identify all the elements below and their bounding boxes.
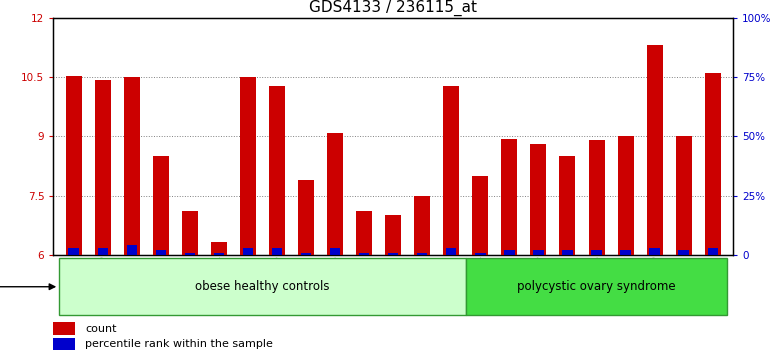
Text: percentile rank within the sample: percentile rank within the sample xyxy=(85,339,273,349)
Bar xyxy=(185,252,195,255)
Bar xyxy=(414,196,430,255)
Bar xyxy=(618,136,633,255)
Text: GSM201849: GSM201849 xyxy=(69,255,78,308)
Bar xyxy=(153,156,169,255)
Text: count: count xyxy=(85,324,117,333)
Bar xyxy=(560,156,575,255)
Bar xyxy=(707,248,718,255)
Text: GSM201850: GSM201850 xyxy=(98,255,107,308)
Bar xyxy=(124,76,140,255)
Bar xyxy=(678,250,689,255)
Bar xyxy=(53,338,75,350)
Text: GSM201862: GSM201862 xyxy=(418,255,426,308)
Bar xyxy=(591,250,601,255)
Bar xyxy=(649,248,660,255)
Bar xyxy=(356,211,372,255)
Text: GSM201870: GSM201870 xyxy=(650,255,659,308)
Text: GSM201854: GSM201854 xyxy=(214,255,223,308)
Bar xyxy=(301,252,311,255)
Text: GSM201858: GSM201858 xyxy=(331,255,339,308)
Text: GSM201865: GSM201865 xyxy=(505,255,514,308)
Bar xyxy=(155,250,166,255)
Bar xyxy=(211,242,227,255)
Text: GSM201864: GSM201864 xyxy=(476,255,485,308)
Bar xyxy=(95,80,111,255)
Bar xyxy=(68,248,79,255)
Text: GSM201866: GSM201866 xyxy=(534,255,543,308)
Bar xyxy=(66,76,82,255)
Bar xyxy=(388,252,398,255)
Bar xyxy=(359,252,369,255)
Text: GSM201857: GSM201857 xyxy=(302,255,310,308)
Bar xyxy=(385,215,401,255)
Text: GSM201869: GSM201869 xyxy=(621,255,630,308)
Bar xyxy=(620,250,631,255)
Bar xyxy=(240,77,256,255)
Bar xyxy=(126,245,137,255)
Bar xyxy=(214,252,224,255)
Bar xyxy=(504,250,514,255)
Bar xyxy=(466,258,728,315)
Text: GSM201872: GSM201872 xyxy=(708,255,717,308)
Bar xyxy=(327,133,343,255)
Text: obese healthy controls: obese healthy controls xyxy=(195,280,330,293)
Bar xyxy=(59,258,466,315)
Text: GSM201852: GSM201852 xyxy=(156,255,165,308)
Bar xyxy=(475,252,485,255)
Bar xyxy=(97,248,108,255)
Bar xyxy=(243,248,253,255)
Text: GSM201863: GSM201863 xyxy=(447,255,456,308)
Bar xyxy=(562,250,572,255)
Text: GSM201853: GSM201853 xyxy=(185,255,194,308)
Text: GSM201855: GSM201855 xyxy=(244,255,252,308)
Title: GDS4133 / 236115_at: GDS4133 / 236115_at xyxy=(309,0,477,16)
Bar xyxy=(647,45,662,255)
Text: GSM201867: GSM201867 xyxy=(563,255,572,308)
Text: GSM201856: GSM201856 xyxy=(273,255,281,308)
Bar xyxy=(502,139,517,255)
Text: GSM201859: GSM201859 xyxy=(360,255,368,308)
Bar xyxy=(705,73,720,255)
Bar xyxy=(417,252,427,255)
Bar xyxy=(53,322,75,335)
Bar xyxy=(272,248,282,255)
Bar xyxy=(676,136,691,255)
Bar xyxy=(330,248,340,255)
Text: polycystic ovary syndrome: polycystic ovary syndrome xyxy=(517,280,676,293)
Bar xyxy=(269,86,285,255)
Bar xyxy=(589,140,604,255)
Text: GSM201851: GSM201851 xyxy=(127,255,136,308)
Bar xyxy=(182,211,198,255)
Bar xyxy=(298,180,314,255)
Bar xyxy=(443,86,459,255)
Bar xyxy=(531,144,546,255)
Bar xyxy=(533,250,543,255)
Text: GSM201861: GSM201861 xyxy=(389,255,397,308)
Text: GSM201871: GSM201871 xyxy=(679,255,688,308)
Bar xyxy=(446,248,456,255)
Text: GSM201868: GSM201868 xyxy=(592,255,601,308)
Bar xyxy=(472,176,488,255)
